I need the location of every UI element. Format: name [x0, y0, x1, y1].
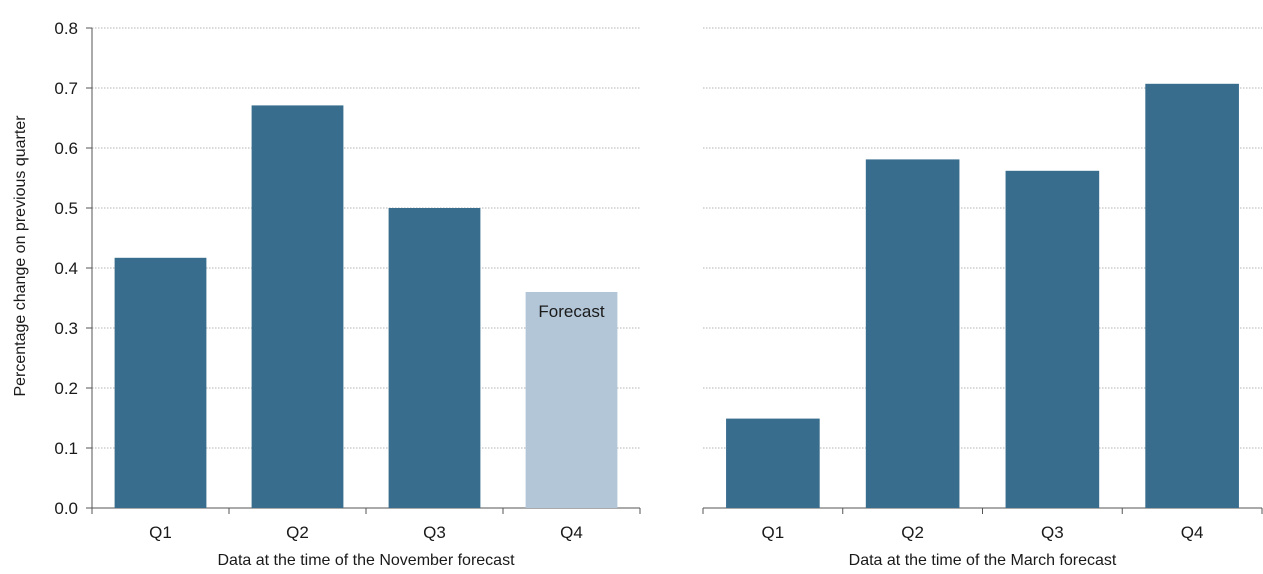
- y-tick-label: 0.1: [54, 439, 78, 458]
- bar-q2: [866, 159, 960, 508]
- bar-q2: [252, 105, 344, 508]
- y-tick-label: 0.2: [54, 379, 78, 398]
- x-tick-label: Q3: [423, 523, 446, 542]
- y-tick-label: 0.7: [54, 79, 78, 98]
- x-tick-label: Q2: [286, 523, 309, 542]
- bar-q1: [726, 419, 820, 508]
- bar-q1: [115, 258, 207, 508]
- x-tick-label: Q1: [149, 523, 172, 542]
- x-tick-label: Q2: [901, 523, 924, 542]
- forecast-annotation: Forecast: [538, 302, 604, 321]
- x-tick-label: Q1: [762, 523, 785, 542]
- bar-q3: [389, 208, 481, 508]
- bar-q3: [1006, 171, 1100, 508]
- bar-q4: [1145, 84, 1239, 508]
- x-tick-label: Q3: [1041, 523, 1064, 542]
- x-axis-title: Data at the time of the March forecast: [849, 552, 1117, 569]
- y-tick-label: 0.6: [54, 139, 78, 158]
- y-tick-label: 0.4: [54, 259, 78, 278]
- y-tick-label: 0.3: [54, 319, 78, 338]
- bar-q4: [526, 292, 618, 508]
- x-axis-title: Data at the time of the November forecas…: [217, 552, 515, 569]
- x-tick-label: Q4: [1181, 523, 1204, 542]
- y-tick-label: 0.8: [54, 19, 78, 38]
- y-tick-label: 0.5: [54, 199, 78, 218]
- x-tick-label: Q4: [560, 523, 583, 542]
- y-axis-title: Percentage change on previous quarter: [12, 115, 29, 397]
- y-tick-label: 0.0: [54, 499, 78, 518]
